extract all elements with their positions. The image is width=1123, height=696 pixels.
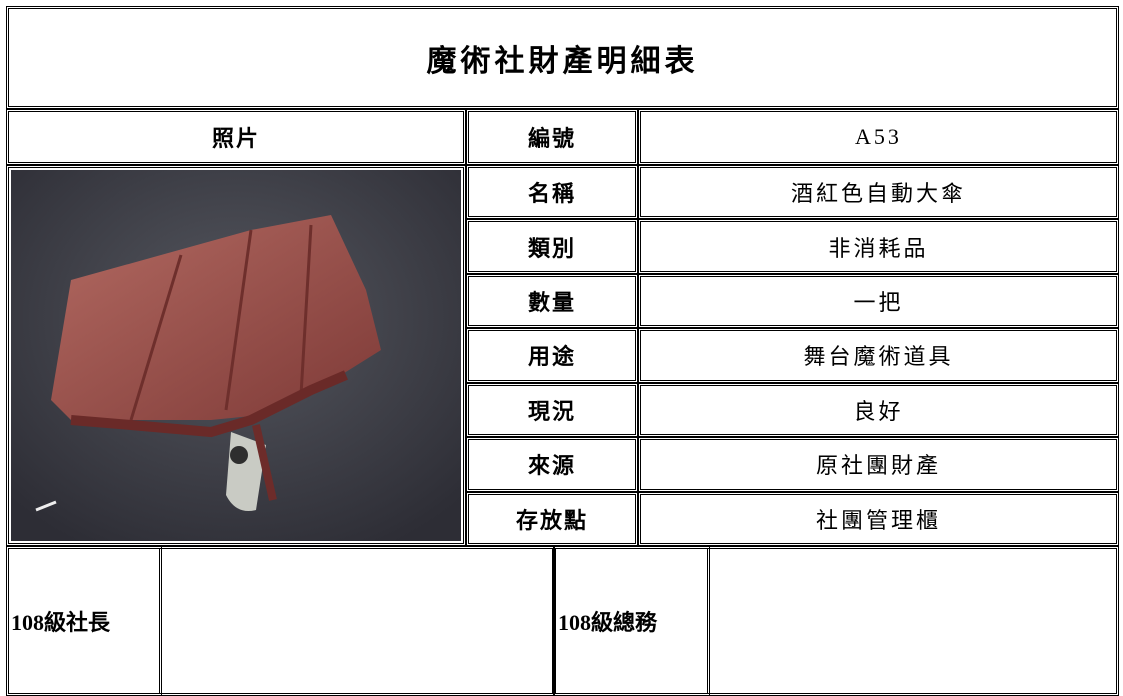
field-value: 一把	[638, 273, 1119, 329]
signature-box	[160, 546, 555, 696]
field-value: 酒紅色自動大傘	[638, 165, 1119, 220]
field-label: 類別	[466, 219, 638, 274]
field-label: 存放點	[466, 491, 638, 546]
signature-label: 108級總務	[553, 546, 710, 696]
field-label: 用途	[466, 328, 638, 383]
field-label: 現況	[466, 382, 638, 438]
field-value: 原社團財產	[638, 437, 1119, 492]
photo-cell	[6, 165, 466, 546]
field-value: 社團管理櫃	[638, 491, 1119, 546]
field-value: 良好	[638, 382, 1119, 438]
field-value: 非消耗品	[638, 219, 1119, 274]
field-label: 名稱	[466, 165, 638, 220]
signature-label: 108級社長	[6, 546, 162, 696]
field-value: 舞台魔術道具	[638, 328, 1119, 383]
field-label: 來源	[466, 437, 638, 492]
field-label: 數量	[466, 273, 638, 329]
signature-box	[708, 546, 1119, 696]
field-label: 編號	[466, 109, 638, 165]
umbrella-photo	[11, 170, 461, 541]
photo-header: 照片	[6, 109, 466, 165]
field-value: A53	[638, 109, 1119, 165]
title: 魔術社財產明細表	[6, 6, 1119, 109]
